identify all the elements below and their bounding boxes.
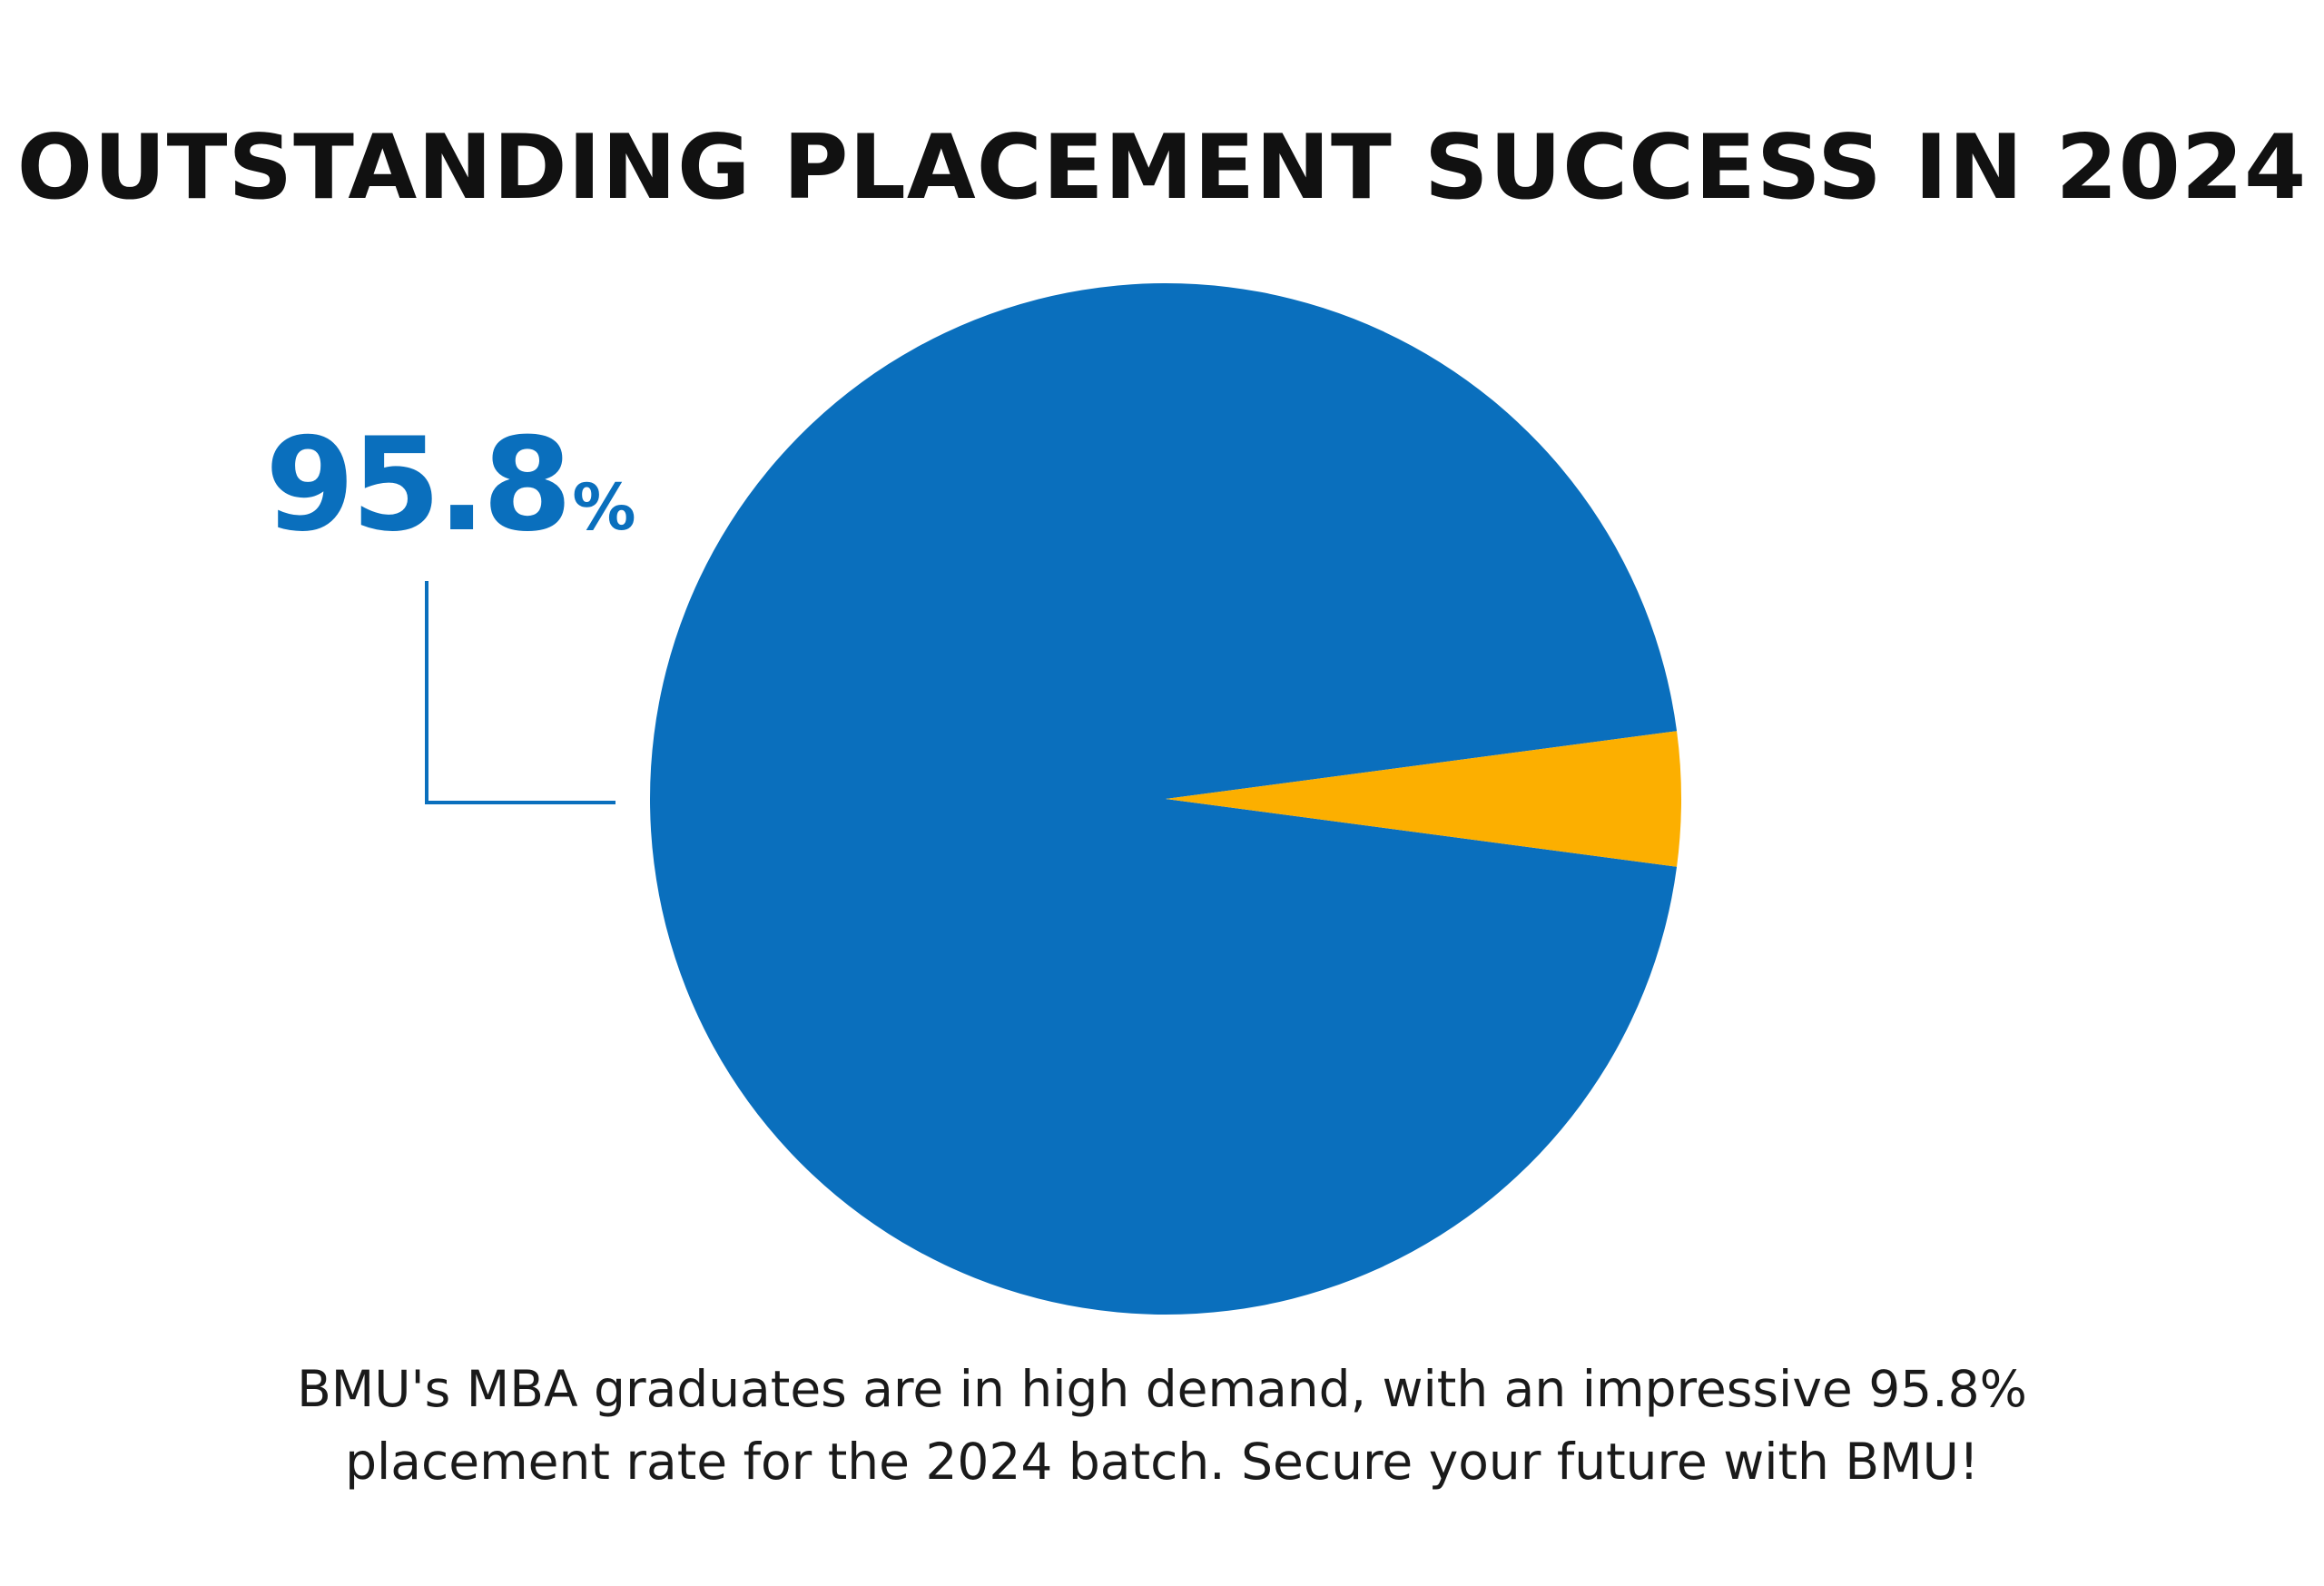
callout-leader-line xyxy=(425,581,615,804)
chart-title: OUTSTANDING PLACEMENT SUCCESS IN 2024 xyxy=(16,116,2308,220)
pie-slice-not-placed xyxy=(1166,731,1681,867)
pie-slices xyxy=(649,282,1681,1315)
caption-line-1: BMU's MBA graduates are in high demand, … xyxy=(297,1360,2027,1418)
data-label-value: 95.8 xyxy=(265,410,572,560)
data-label-unit: % xyxy=(572,470,636,545)
data-label-placed: 95.8% xyxy=(265,413,636,558)
caption-line-2: placement rate for the 2024 batch. Secur… xyxy=(345,1433,1979,1491)
caption-text: BMU's MBA graduates are in high demand, … xyxy=(0,1353,2324,1498)
pie-slice-placed xyxy=(649,282,1678,1315)
